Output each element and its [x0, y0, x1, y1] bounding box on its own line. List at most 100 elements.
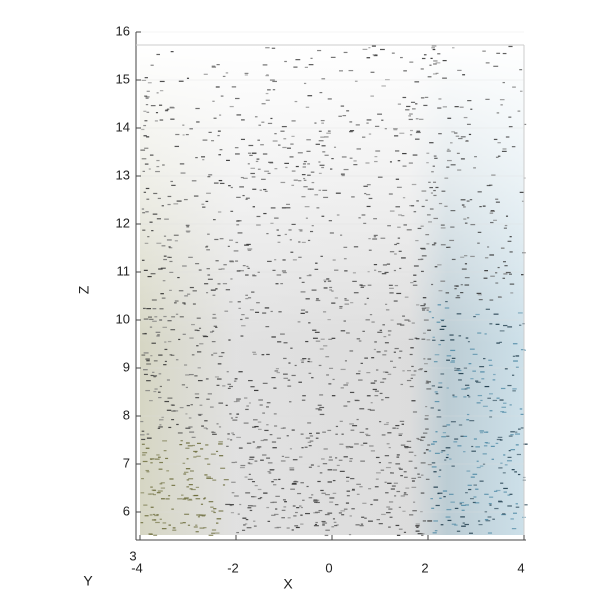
cloud-dot: [174, 145, 180, 148]
cloud-dot: [340, 234, 343, 236]
cloud-dot: [291, 429, 295, 431]
cloud-dot: [253, 520, 256, 522]
cloud-dot: [464, 523, 469, 526]
cloud-dot: [469, 199, 473, 201]
cloud-dot: [199, 404, 203, 406]
cloud-dot: [288, 362, 291, 364]
cloud-dot: [220, 467, 226, 469]
cloud-dot: [163, 235, 167, 237]
cloud-dot: [446, 424, 451, 426]
cloud-dot: [415, 239, 419, 242]
cloud-dot: [315, 437, 319, 439]
cloud-dot: [499, 399, 504, 401]
cloud-dot: [162, 280, 166, 282]
cloud-dot: [255, 447, 260, 449]
cloud-dot: [415, 103, 418, 105]
cloud-dot: [212, 313, 216, 316]
cloud-dot: [484, 385, 490, 388]
cloud-dot: [452, 394, 455, 396]
cloud-dot: [286, 435, 289, 437]
cloud-dot: [271, 377, 276, 379]
cloud-dot: [351, 196, 355, 198]
cloud-dot: [254, 116, 258, 118]
cloud-dot: [148, 168, 151, 170]
cloud-dot: [142, 454, 146, 456]
cloud-dot: [416, 200, 419, 202]
cloud-dot: [381, 85, 386, 87]
cloud-dot: [446, 454, 449, 456]
cloud-dot: [316, 207, 320, 209]
cloud-dot: [415, 530, 420, 532]
cloud-dot: [154, 120, 158, 122]
cloud-dot: [145, 211, 149, 213]
cloud-dot: [368, 197, 373, 200]
cloud-dot: [332, 469, 338, 471]
cloud-dot: [318, 364, 322, 367]
cloud-dot: [366, 184, 371, 186]
cloud-dot: [311, 377, 314, 379]
cloud-dot: [495, 201, 500, 203]
cloud-dot: [389, 210, 395, 212]
cloud-dot: [194, 375, 198, 377]
cloud-dot: [328, 459, 333, 461]
cloud-dot: [157, 456, 161, 458]
cloud-dot: [458, 372, 464, 375]
cloud-dot: [507, 326, 513, 328]
cloud-dot: [426, 381, 431, 383]
cloud-dot: [477, 294, 482, 296]
cloud-dot: [141, 443, 145, 445]
cloud-dot: [360, 285, 366, 287]
cloud-dot: [194, 329, 198, 331]
cloud-dot: [399, 420, 405, 422]
cloud-dot: [290, 488, 295, 490]
cloud-dot: [507, 494, 511, 496]
cloud-dot: [409, 385, 414, 388]
cloud-dot: [429, 142, 434, 144]
cloud-dot: [451, 131, 455, 133]
cloud-dot: [415, 338, 420, 340]
cloud-dot: [145, 358, 150, 360]
cloud-dot: [301, 173, 306, 176]
cloud-dot: [505, 215, 509, 217]
cloud-dot: [424, 96, 429, 99]
cloud-dot: [286, 147, 291, 149]
cloud-dot: [517, 110, 521, 112]
cloud-dot: [461, 525, 466, 527]
cloud-dot: [193, 450, 198, 453]
cloud-dot: [319, 406, 325, 409]
cloud-dot: [184, 513, 190, 515]
cloud-dot: [324, 513, 330, 516]
cloud-dot: [153, 375, 158, 377]
cloud-dot: [301, 399, 306, 401]
cloud-dot: [196, 317, 201, 319]
cloud-dot: [156, 492, 161, 494]
cloud-dot: [230, 439, 233, 441]
cloud-dot: [319, 413, 325, 416]
cloud-dot: [269, 434, 273, 436]
cloud-dot: [247, 507, 252, 509]
cloud-dot: [189, 488, 193, 490]
cloud-dot: [308, 64, 314, 66]
cloud-dot: [323, 287, 328, 289]
cloud-dot: [167, 340, 172, 343]
cloud-dot: [203, 73, 208, 75]
cloud-dot: [229, 239, 233, 241]
cloud-dot: [472, 353, 478, 355]
cloud-dot: [144, 242, 149, 244]
cloud-dot: [441, 325, 447, 327]
cloud-dot: [320, 338, 325, 340]
cloud-dot: [223, 479, 229, 481]
cloud-dot: [218, 268, 222, 270]
cloud-dot: [237, 232, 243, 234]
cloud-dot: [454, 288, 457, 290]
cloud-dot: [464, 255, 468, 257]
cloud-dot: [485, 62, 490, 64]
cloud-dot: [193, 526, 198, 528]
cloud-dot: [410, 347, 414, 349]
cloud-dot: [411, 480, 415, 482]
cloud-dot: [182, 265, 187, 267]
cloud-dot: [487, 516, 492, 518]
cloud-dot: [468, 363, 472, 365]
cloud-dot: [474, 156, 477, 158]
cloud-dot: [455, 135, 460, 137]
